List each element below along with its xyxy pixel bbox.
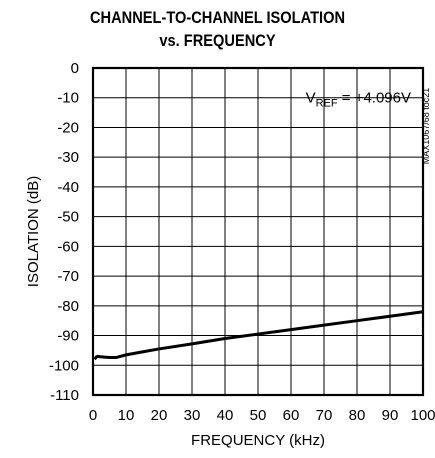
- x-tick-label: 20: [151, 407, 168, 424]
- y-tick-label: 0: [71, 60, 79, 77]
- vref-annotation: VREF = +4.096V: [306, 90, 411, 110]
- x-tick-label: 100: [410, 407, 435, 424]
- chart-title-line-1: CHANNEL-TO-CHANNEL ISOLATION: [89, 8, 346, 27]
- vref-annotation-main: V: [306, 90, 316, 107]
- x-axis-label: FREQUENCY (kHz): [191, 432, 325, 449]
- x-tick-label: 40: [217, 407, 234, 424]
- y-tick-label: -50: [57, 209, 79, 226]
- y-tick-label: -20: [57, 119, 79, 136]
- y-tick-label: -100: [49, 357, 79, 374]
- x-tick-label: 50: [250, 407, 267, 424]
- y-tick-label: -30: [57, 149, 79, 166]
- toc-note: MAX1067/68 toc21: [421, 88, 431, 165]
- y-tick-label: -60: [57, 238, 79, 255]
- grid: [93, 68, 423, 395]
- x-tick-label: 80: [349, 407, 366, 424]
- x-tick-label: 30: [184, 407, 201, 424]
- y-tick-label: -10: [57, 90, 79, 107]
- series-line: [93, 310, 424, 361]
- y-tick-label: -90: [57, 328, 79, 345]
- x-tick-label: 90: [382, 407, 399, 424]
- y-tick-label: -110: [50, 387, 79, 404]
- x-tick-label: 70: [316, 407, 333, 424]
- x-tick-label: 60: [283, 407, 300, 424]
- y-axis-label: ISOLATION (dB): [25, 176, 42, 287]
- y-tick-label: -40: [57, 179, 79, 196]
- vref-annotation-rest: = +4.096V: [338, 90, 411, 107]
- y-tick-label: -70: [57, 268, 79, 285]
- vref-annotation-sub: REF: [316, 98, 338, 110]
- x-tick-label: 0: [89, 407, 97, 424]
- tick-labels: 0 10 20 30 40 50 60 70 80 90 100 0 -10 -20 -30 -40 -50 -6…: [49, 60, 435, 424]
- x-tick-label: 10: [118, 407, 135, 424]
- plot-frame: [91, 66, 425, 397]
- chart-title-line-2: vs. FREQUENCY: [159, 31, 276, 50]
- y-tick-label: -80: [57, 298, 79, 315]
